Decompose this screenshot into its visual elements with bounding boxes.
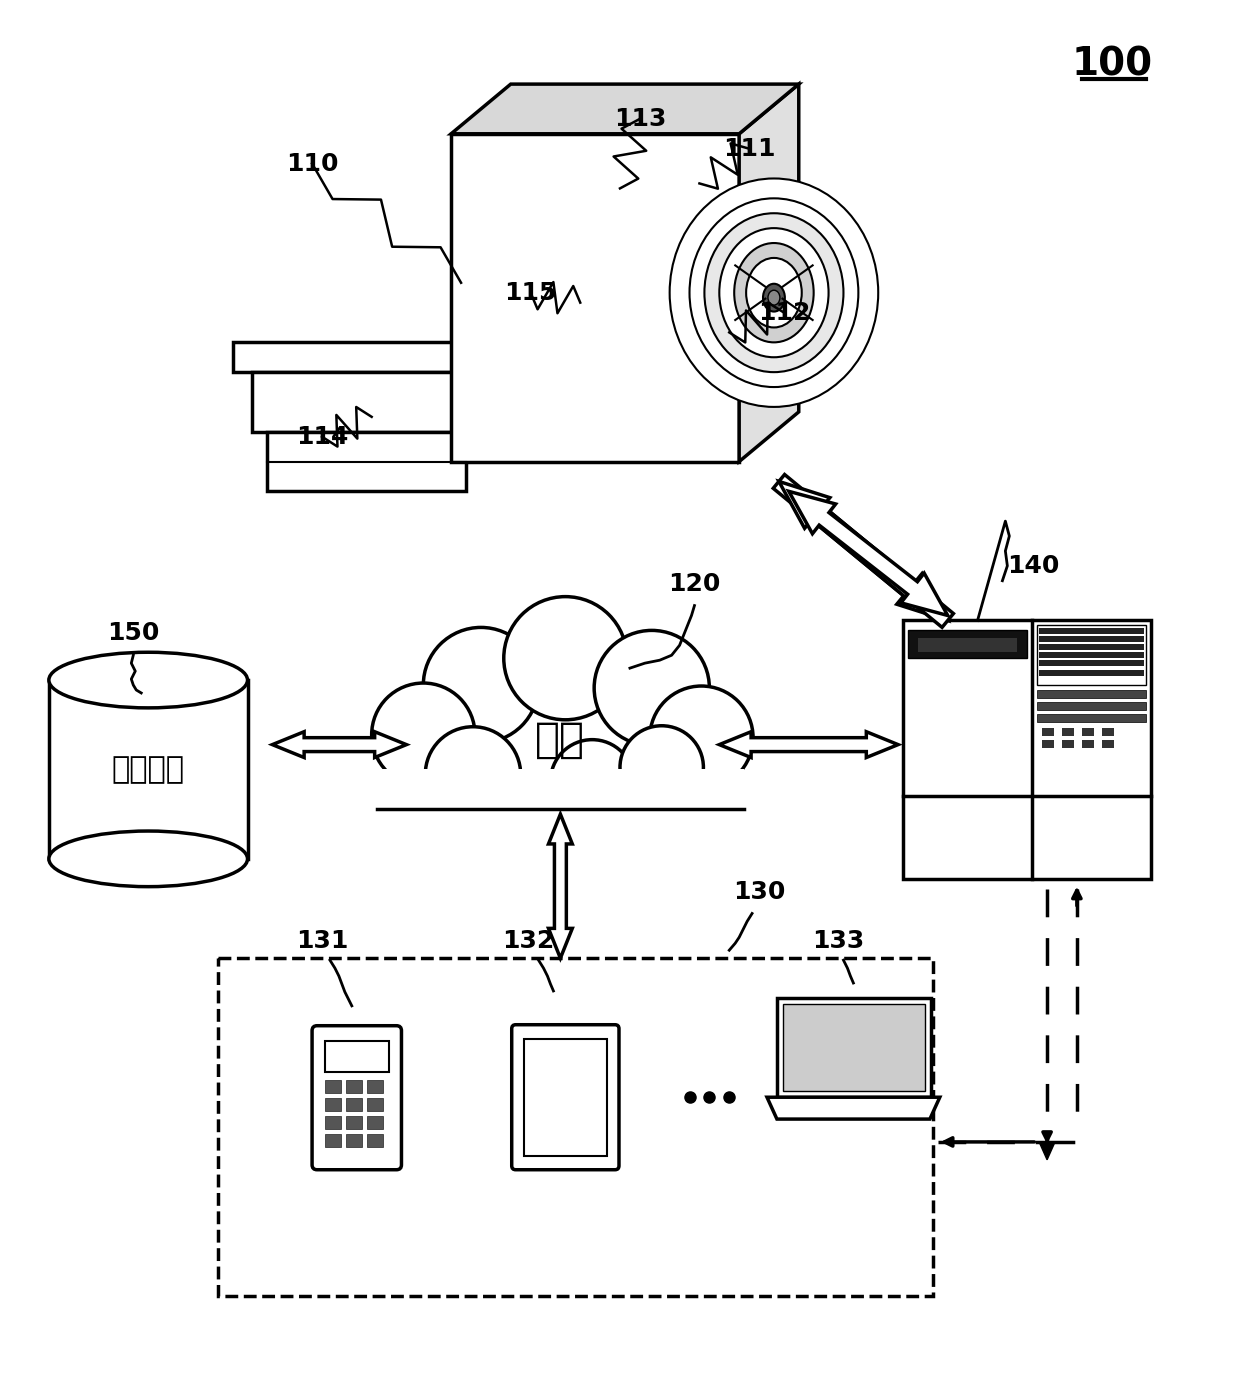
Bar [325,1116,341,1129]
Bar [346,1080,362,1093]
Bar [367,1116,383,1129]
Bar [1039,628,1145,634]
Circle shape [504,597,627,719]
Polygon shape [252,372,480,431]
Text: 115: 115 [504,281,557,305]
Ellipse shape [49,831,247,886]
Circle shape [372,683,475,787]
Bar [367,1080,383,1093]
Polygon shape [779,481,953,627]
Bar [367,1098,383,1111]
Bar [325,1134,341,1146]
Bar [367,1134,383,1146]
Bar [918,638,1018,652]
Bar [777,998,931,1097]
Bar [49,681,247,858]
Ellipse shape [669,179,878,407]
Ellipse shape [704,214,844,372]
Ellipse shape [689,198,858,387]
Ellipse shape [768,291,779,305]
Bar [325,1098,341,1111]
Bar [1062,740,1074,748]
Bar [1042,728,1053,736]
Bar [377,769,745,849]
Bar [908,630,1028,659]
Bar [325,1080,341,1093]
Circle shape [424,627,538,743]
Text: 110: 110 [285,152,338,175]
Bar [1062,728,1074,736]
Text: 114: 114 [296,424,348,449]
FancyBboxPatch shape [312,1025,401,1170]
Text: 130: 130 [732,879,785,904]
Bar [1082,740,1094,748]
Text: 120: 120 [668,572,721,595]
Text: 132: 132 [503,929,555,954]
Text: 100: 100 [1071,45,1152,83]
Bar [1037,690,1146,697]
Bar [1039,652,1145,659]
Polygon shape [548,814,572,958]
Polygon shape [789,492,947,616]
Bar [1037,714,1146,722]
Ellipse shape [734,243,814,342]
Bar [346,1134,362,1146]
Bar [1037,701,1146,710]
Polygon shape [273,732,406,758]
Bar [1082,728,1094,736]
Ellipse shape [49,652,247,708]
Text: 112: 112 [758,300,810,325]
Bar [903,620,1151,879]
FancyBboxPatch shape [511,1025,619,1170]
Polygon shape [767,1097,940,1119]
Text: 113: 113 [614,107,666,131]
Bar [346,1098,362,1111]
Polygon shape [451,84,799,134]
FancyArrow shape [1039,1142,1055,1160]
Circle shape [620,726,704,809]
Bar [217,958,932,1295]
Bar [1039,660,1145,666]
Bar [325,1040,389,1072]
Polygon shape [232,342,501,372]
Bar [1102,740,1114,748]
Bar [1037,626,1146,685]
Text: 111: 111 [722,136,776,161]
Circle shape [650,686,753,790]
Circle shape [551,740,634,823]
Text: 140: 140 [1008,554,1060,577]
Polygon shape [719,732,898,758]
Ellipse shape [763,284,785,311]
Bar [1039,670,1145,677]
Bar [524,1039,608,1156]
Text: 131: 131 [296,929,348,954]
Polygon shape [740,84,799,462]
Polygon shape [773,474,947,620]
Bar [1039,645,1145,650]
Ellipse shape [746,258,802,328]
Polygon shape [268,431,466,492]
Text: 133: 133 [813,929,864,954]
Bar [1039,637,1145,642]
Circle shape [425,726,521,823]
Bar [783,1003,925,1091]
Text: 存储设备: 存储设备 [111,755,185,784]
Bar [1102,728,1114,736]
Ellipse shape [401,641,719,819]
Ellipse shape [719,229,829,357]
Bar [451,134,740,462]
Circle shape [594,630,709,745]
Text: 网络: 网络 [536,719,585,761]
Text: 150: 150 [107,621,159,645]
Bar [346,1116,362,1129]
Bar [1042,740,1053,748]
